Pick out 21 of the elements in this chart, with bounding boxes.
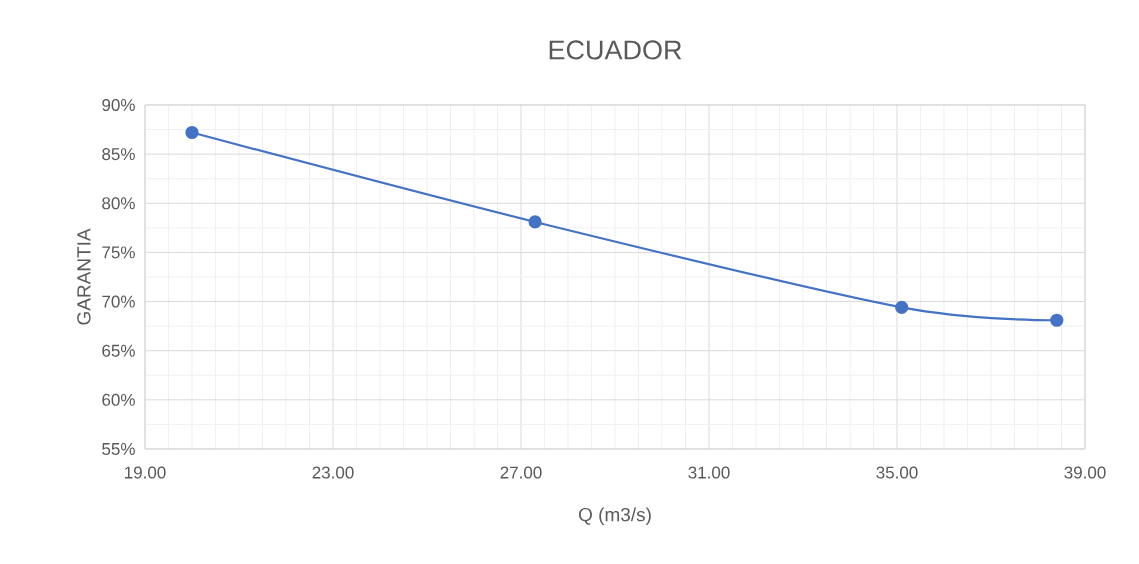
point <box>895 300 909 315</box>
x-axis-title: Q (m3/s) <box>578 507 651 526</box>
y-tick-label: 60% <box>102 393 135 406</box>
point <box>1050 313 1064 327</box>
point <box>185 125 199 140</box>
y-tick-label: 75% <box>102 246 135 259</box>
y-tick-label: 70% <box>102 295 135 308</box>
y-tick-label: 65% <box>102 344 135 357</box>
x-tick-label: 35.00 <box>876 466 918 479</box>
y-tick-label: 55% <box>102 443 135 455</box>
point <box>528 215 542 229</box>
y-tick-label: 80% <box>102 197 135 210</box>
x-tick-label: 23.00 <box>312 466 354 479</box>
x-tick-label: 31.00 <box>688 466 730 479</box>
x-tick-label: 27.00 <box>500 466 542 479</box>
x-tick-label: 19.00 <box>125 466 166 479</box>
y-axis-title: GARANTIA <box>77 228 91 325</box>
chart-title: ECUADOR <box>549 40 682 60</box>
y-tick-label: 85% <box>102 148 135 161</box>
y-tick-label: 90% <box>102 98 135 112</box>
x-tick-label: 39.00 <box>1064 466 1106 479</box>
